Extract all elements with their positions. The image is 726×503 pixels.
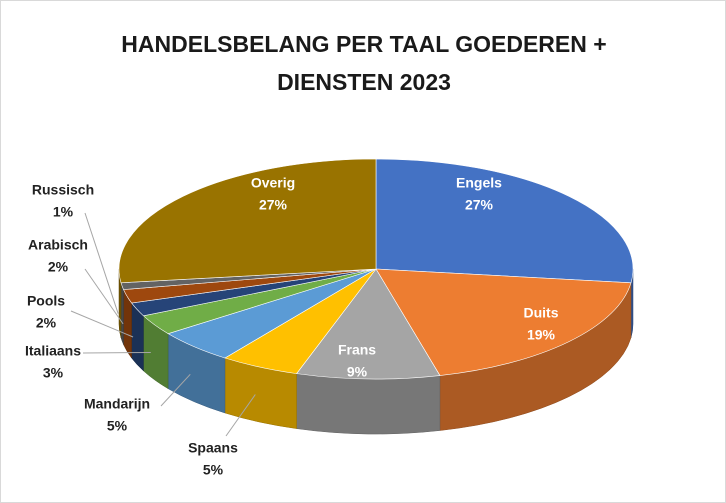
leader-line [70, 310, 134, 338]
slice [118, 158, 377, 284]
slice-side [296, 373, 441, 435]
data-label-name: Arabisch [28, 237, 88, 253]
data-label-value: 1% [53, 204, 74, 220]
leader-line [84, 212, 119, 314]
data-label-value: 5% [107, 418, 128, 434]
data-label-value: 2% [48, 259, 69, 275]
data-label-value: 27% [259, 197, 288, 213]
data-label-name: Pools [27, 293, 65, 309]
leader-line [160, 373, 191, 407]
data-label-name: Duits [524, 305, 559, 321]
data-label-value: 5% [203, 462, 224, 478]
slice-side [120, 282, 124, 345]
leader-line [84, 268, 124, 325]
data-label-value: 19% [527, 327, 556, 343]
leader-line [82, 351, 151, 354]
slice [375, 268, 632, 376]
data-label-value: 9% [347, 364, 368, 380]
data-label-name: Russisch [32, 182, 94, 198]
slice [296, 268, 441, 380]
data-label-value: 27% [465, 197, 494, 213]
slice [375, 158, 634, 284]
data-label-value: 2% [36, 315, 57, 331]
data-label-value: 3% [43, 365, 64, 381]
data-label-name: Mandarijn [84, 396, 150, 412]
data-label-name: Overig [251, 175, 295, 191]
data-label-name: Frans [338, 342, 376, 358]
chart-title: HANDELSBELANG PER TAAL GOEDEREN + DIENST… [121, 31, 607, 95]
data-label-name: Italiaans [25, 343, 81, 359]
leader-line [225, 394, 256, 437]
data-label-name: Engels [456, 175, 502, 191]
data-label-name: Spaans [188, 440, 238, 456]
